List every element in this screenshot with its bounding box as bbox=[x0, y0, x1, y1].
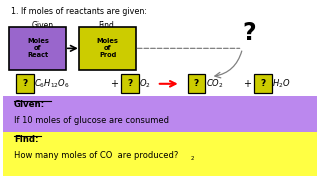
Text: 1. If moles of reactants are given:: 1. If moles of reactants are given: bbox=[11, 7, 147, 16]
FancyBboxPatch shape bbox=[254, 74, 272, 93]
Text: +: + bbox=[110, 79, 118, 89]
Text: $O_2$: $O_2$ bbox=[139, 78, 150, 90]
FancyBboxPatch shape bbox=[188, 74, 205, 93]
Text: ?: ? bbox=[22, 79, 28, 88]
Text: ?: ? bbox=[194, 79, 199, 88]
Text: ?: ? bbox=[260, 79, 266, 88]
FancyBboxPatch shape bbox=[121, 74, 139, 93]
Text: How many moles of CO  are produced?: How many moles of CO are produced? bbox=[14, 151, 179, 160]
FancyBboxPatch shape bbox=[3, 96, 317, 133]
Text: ?: ? bbox=[127, 79, 132, 88]
FancyBboxPatch shape bbox=[9, 27, 67, 70]
Text: Moles
of
React: Moles of React bbox=[27, 38, 49, 58]
Text: $CO_2$: $CO_2$ bbox=[206, 78, 223, 90]
Text: +: + bbox=[243, 79, 251, 89]
Text: Find: Find bbox=[98, 21, 114, 30]
FancyBboxPatch shape bbox=[79, 27, 136, 70]
Text: Moles
of
Prod: Moles of Prod bbox=[97, 38, 119, 58]
Text: Given:: Given: bbox=[14, 100, 45, 109]
Text: 2: 2 bbox=[191, 156, 195, 161]
Text: If 10 moles of glucose are consumed: If 10 moles of glucose are consumed bbox=[14, 116, 169, 125]
Text: ?: ? bbox=[242, 21, 256, 45]
Text: $H_2O$: $H_2O$ bbox=[272, 78, 291, 90]
FancyBboxPatch shape bbox=[3, 132, 317, 176]
Text: Find:: Find: bbox=[14, 135, 39, 144]
FancyBboxPatch shape bbox=[16, 74, 34, 93]
Text: Given: Given bbox=[32, 21, 54, 30]
Text: $C_6H_{12}O_6$: $C_6H_{12}O_6$ bbox=[34, 78, 70, 90]
